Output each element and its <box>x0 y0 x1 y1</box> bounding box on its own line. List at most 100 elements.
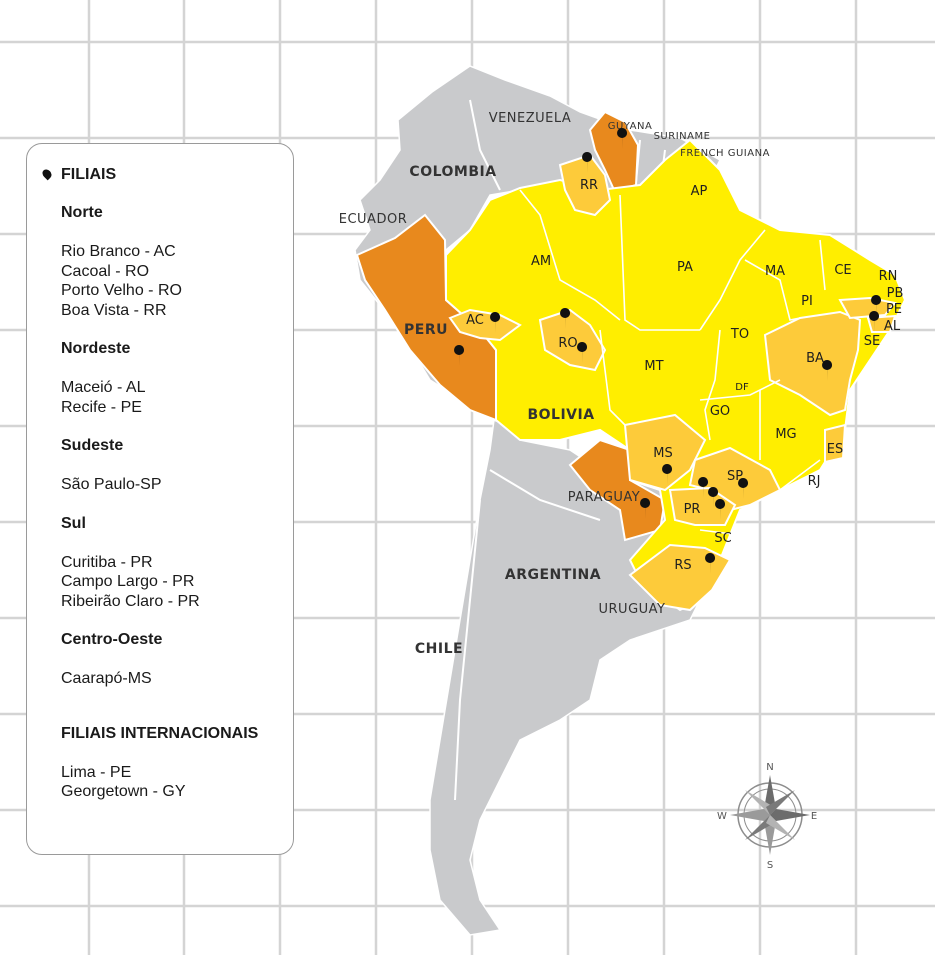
region-sudeste-list: São Paulo-SP <box>61 475 293 495</box>
state-label-df: DF <box>735 382 749 393</box>
state-label-pe: PE <box>886 302 902 317</box>
state-label-mg: MG <box>775 427 796 442</box>
map-pin-icon <box>617 128 628 149</box>
region-sul-list: Curitiba - PR Campo Largo - PR Ribeirão … <box>61 553 293 612</box>
compass-e: E <box>811 811 817 822</box>
state-label-se: SE <box>864 334 880 349</box>
state-label-rn: RN <box>879 269 898 284</box>
state-label-rj: RJ <box>808 474 821 489</box>
map-pin-icon <box>715 499 726 520</box>
map-pin-icon <box>708 487 719 508</box>
branch-item: Maceió - AL <box>61 379 146 396</box>
compass-w: W <box>717 811 727 822</box>
state-label-ac: AC <box>466 313 484 328</box>
branch-pins <box>454 128 882 574</box>
region-norte-list: Rio Branco - AC Cacoal - RO Porto Velho … <box>61 242 293 320</box>
branch-item: Georgetown - GY <box>61 783 186 800</box>
legend-title: FILIAIS <box>61 166 117 183</box>
state-label-pa: PA <box>677 260 693 275</box>
branch-item: Recife - PE <box>61 398 142 416</box>
region-norte-title: Norte <box>61 204 103 221</box>
country-labels: VENEZUELA GUYANA SURINAME FRENCH GUIANA … <box>339 111 770 657</box>
state-rr <box>558 153 612 217</box>
legend-title-row: FILIAIS <box>40 166 293 184</box>
branch-states <box>448 153 897 612</box>
branch-item: Caarapó-MS <box>61 670 152 687</box>
region-centro-oeste-list: Caarapó-MS <box>61 669 293 689</box>
branch-item: Cacoal - RO <box>61 262 150 280</box>
country-label-guyana: GUYANA <box>608 121 653 132</box>
region-centro-oeste-title: Centro-Oeste <box>61 631 163 648</box>
state-ba <box>763 310 862 417</box>
country-label-venezuela: VENEZUELA <box>489 111 572 126</box>
map-pin-icon <box>869 311 880 332</box>
state-label-am: AM <box>531 254 551 269</box>
map-pin-icon <box>738 478 749 499</box>
state-label-pb: PB <box>887 286 904 301</box>
compass-n: N <box>766 762 773 773</box>
state-es <box>824 423 847 464</box>
country-label-uruguay: URUGUAY <box>599 602 666 617</box>
state-label-pi: PI <box>801 294 813 309</box>
branch-item: Campo Largo - PR <box>61 573 195 590</box>
country-label-suriname: SURINAME <box>654 131 711 142</box>
compass-rose-icon: N S E W <box>717 762 817 871</box>
state-pr <box>668 486 737 526</box>
country-label-peru: PERU <box>404 322 448 338</box>
state-label-ma: MA <box>765 264 785 279</box>
map-pin-icon <box>822 360 833 381</box>
compass-s: S <box>767 860 773 871</box>
country-label-ecuador: ECUADOR <box>339 212 407 227</box>
state-sp <box>688 446 782 512</box>
region-sudeste-title: Sudeste <box>61 437 124 454</box>
state-label-to: TO <box>730 327 749 342</box>
region-nordeste-list: Maceió - AL Recife - PE <box>61 378 293 417</box>
state-label-al: AL <box>884 319 901 334</box>
region-nordeste-title: Nordeste <box>61 340 131 357</box>
state-pe <box>838 296 897 320</box>
state-label-ms: MS <box>653 446 672 461</box>
branch-item: Rio Branco - AC <box>61 243 176 260</box>
state-label-rr: RR <box>580 178 598 193</box>
country-label-colombia: COLOMBIA <box>409 164 496 180</box>
branch-item: Porto Velho - RO <box>61 282 182 299</box>
country-label-bolivia: BOLIVIA <box>527 407 594 423</box>
branch-item: São Paulo-SP <box>61 476 162 493</box>
branches-legend: FILIAIS Norte Rio Branco - AC Cacoal - R… <box>26 143 294 855</box>
state-label-ce: CE <box>834 263 851 278</box>
map-pin-icon <box>577 342 588 363</box>
state-label-mt: MT <box>644 359 663 374</box>
branch-item: Lima - PE <box>61 763 132 781</box>
country-label-chile: CHILE <box>415 641 463 657</box>
map-pin-icon <box>698 477 709 498</box>
map-pin-icon <box>454 345 465 366</box>
map-pin-icon <box>705 553 716 574</box>
state-label-rs: RS <box>674 558 691 573</box>
region-sul-title: Sul <box>61 514 86 532</box>
state-label-pr: PR <box>684 502 701 517</box>
branch-item: Ribeirão Claro - PR <box>61 592 200 610</box>
international-title: FILIAIS INTERNACIONAIS <box>61 724 259 742</box>
state-label-go: GO <box>710 404 730 419</box>
state-ro <box>538 308 607 372</box>
state-rs <box>628 543 732 612</box>
state-ac <box>448 308 522 342</box>
map-pin-icon <box>582 152 593 173</box>
state-borders <box>519 189 826 536</box>
state-label-es: ES <box>827 442 843 457</box>
state-label-sc: SC <box>714 531 731 546</box>
state-label-ro: RO <box>558 336 577 351</box>
map-pin-icon <box>871 295 882 316</box>
map-pin-icon <box>662 464 673 485</box>
country-label-paraguay: PARAGUAY <box>568 490 641 505</box>
map-pin-icon <box>40 167 54 181</box>
map-pin-icon <box>560 308 571 329</box>
country-label-argentina: ARGENTINA <box>505 567 601 583</box>
state-ms <box>623 413 707 492</box>
country-label-french-guiana: FRENCH GUIANA <box>680 148 770 159</box>
state-labels: RR AP AM PA MA CE RN PB PE AL SE PI AC R… <box>466 178 903 573</box>
state-label-ap: AP <box>691 184 708 199</box>
international-list: Lima - PE Georgetown - GY <box>61 763 293 802</box>
branch-item: Curitiba - PR <box>61 553 153 571</box>
map-pin-icon <box>490 312 501 333</box>
